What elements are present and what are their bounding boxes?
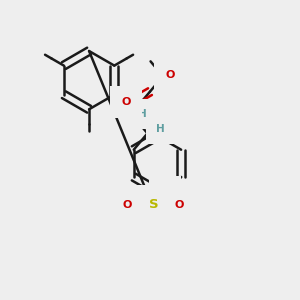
Text: O: O (122, 200, 132, 210)
Text: O: O (160, 188, 170, 197)
Text: O: O (165, 70, 175, 80)
Text: O: O (122, 97, 131, 107)
Text: H: H (157, 124, 165, 134)
Text: H: H (138, 109, 147, 119)
Text: O: O (175, 200, 184, 210)
Text: S: S (148, 198, 158, 212)
